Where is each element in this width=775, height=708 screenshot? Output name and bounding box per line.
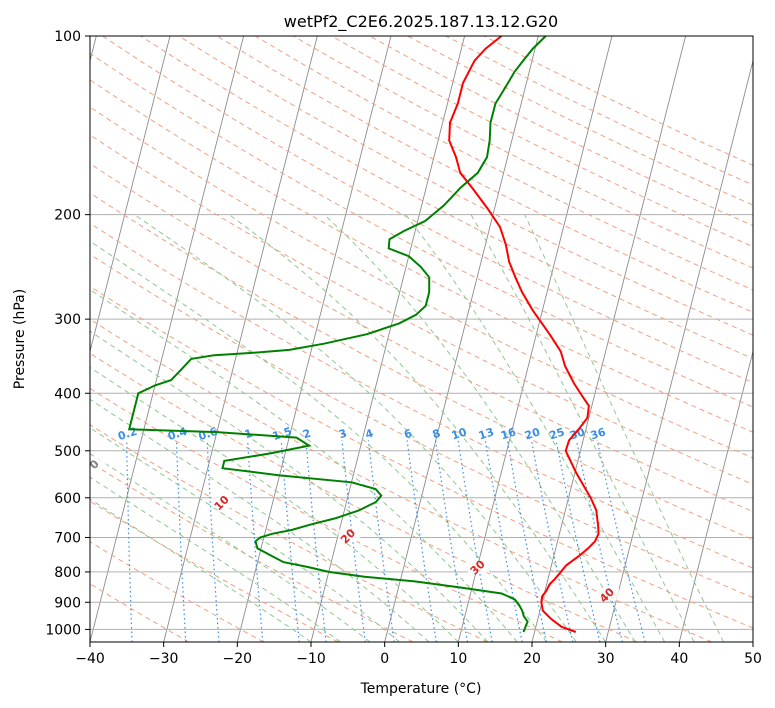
mixing-ratio-label: 30 — [568, 425, 587, 442]
moist-adiabat — [524, 214, 724, 642]
x-tick-label: 20 — [523, 651, 541, 667]
mixing-ratio-label: 10 — [450, 425, 469, 442]
mixing-ratio-line — [506, 440, 547, 642]
dry-adiabat — [216, 36, 753, 313]
y-tick-label: 800 — [54, 565, 81, 581]
mixing-ratio-label: 25 — [548, 425, 567, 442]
dry-adiabat — [90, 106, 753, 459]
dry-adiabat — [90, 461, 414, 642]
mixing-ratio-label: 0.6 — [197, 425, 220, 443]
background-lines: 0.10.20.40.611.52346810131620253036-100-… — [70, 36, 753, 642]
dry-adiabat-label-bg — [597, 588, 620, 601]
dry-adiabat — [90, 222, 753, 569]
axis-ticks: −40 −30 −20 −10 0 10 20 30 40 5010020030040050060… — [45, 29, 762, 667]
x-tick-label: −10 — [296, 651, 326, 667]
x-tick-label: 30 — [597, 651, 615, 667]
dry-adiabat — [90, 387, 563, 642]
mixing-ratio-label: 8 — [431, 427, 442, 442]
moist-adiabat — [90, 398, 430, 642]
dry-adiabat — [90, 424, 488, 642]
y-tick-label: 1000 — [45, 622, 81, 638]
moist-adiabat — [90, 366, 459, 642]
dry-adiabat-label-bg — [467, 560, 490, 573]
plot-frame — [89, 35, 754, 643]
profile-line — [127, 36, 547, 633]
mixing-ratio-label: 1.5 — [271, 425, 294, 443]
x-axis-label: Temperature (°C) — [360, 681, 482, 697]
y-tick-label: 400 — [54, 386, 81, 402]
x-tick-label: −30 — [149, 651, 179, 667]
isotherm-line — [605, 59, 753, 642]
moist-adiabat — [90, 453, 371, 642]
mixing-ratio-label: 4 — [364, 426, 376, 441]
y-tick-label: 300 — [54, 312, 81, 328]
mixing-ratio-line — [206, 440, 220, 642]
x-tick-label: 0 — [380, 651, 389, 667]
mixing-ratio-line — [367, 440, 395, 642]
dry-adiabat — [90, 134, 753, 485]
mixing-ratio-line — [175, 440, 187, 642]
dry-adiabat-label-bg — [211, 496, 234, 509]
x-tick-label: 50 — [744, 651, 762, 667]
moist-adiabat — [90, 427, 400, 642]
x-tick-label: −20 — [223, 651, 253, 667]
profile-traces — [127, 36, 600, 633]
mixing-ratio-line — [484, 440, 523, 642]
mixing-ratio-line — [457, 440, 493, 642]
profile-line — [448, 36, 600, 633]
mixing-ratio-label: 2 — [301, 427, 312, 442]
moist-adiabat — [470, 214, 695, 642]
dry-adiabat — [90, 352, 638, 642]
mixing-ratio-line — [530, 440, 574, 642]
isotherm-line — [531, 36, 687, 642]
mixing-ratio-label: 16 — [499, 425, 518, 442]
mixing-ratio-line — [341, 440, 366, 642]
isotherm-line — [678, 349, 753, 642]
chart-title: wetPf2_C2E6.2025.187.13.12.G20 — [284, 12, 558, 32]
mixing-ratio-line — [126, 440, 133, 642]
moist-adiabat — [90, 288, 518, 642]
moist-adiabat — [90, 476, 341, 642]
mixing-ratio-label: 36 — [589, 425, 608, 442]
isotherm-line — [457, 36, 613, 642]
isotherm-line — [90, 36, 171, 354]
y-tick-label: 600 — [54, 491, 81, 507]
isotherm-line — [236, 36, 392, 642]
mixing-ratio-label: 6 — [402, 426, 414, 441]
mixing-ratio-line — [280, 440, 300, 642]
moist-adiabat — [228, 214, 607, 642]
dry-adiabat — [140, 36, 753, 360]
mixing-ratio-label: 13 — [477, 425, 496, 442]
moist-adiabat — [134, 214, 577, 642]
x-tick-label: −40 — [75, 651, 105, 667]
dry-adiabat — [90, 52, 753, 408]
mixing-ratio-line — [247, 440, 264, 642]
dry-adiabat — [90, 583, 190, 642]
y-tick-label: 200 — [54, 208, 81, 224]
dry-adiabat-label-bg — [338, 529, 361, 542]
y-tick-label: 700 — [54, 531, 81, 547]
y-axis-label: Pressure (hPa) — [12, 289, 28, 389]
moist-adiabat — [323, 214, 636, 642]
mixing-ratio-line — [305, 440, 327, 642]
y-tick-label: 100 — [54, 29, 81, 45]
x-tick-label: 40 — [670, 651, 688, 667]
mixing-ratio-label: 3 — [337, 427, 348, 442]
y-tick-label: 500 — [54, 444, 81, 460]
dry-adiabat — [90, 192, 753, 540]
dry-adiabat-label-bg — [90, 457, 107, 470]
mixing-ratio-label: 0.1 — [70, 425, 93, 443]
isotherm-line — [90, 36, 245, 642]
y-tick-label: 900 — [54, 595, 81, 611]
dry-adiabat — [90, 162, 753, 513]
moist-adiabat — [90, 498, 312, 642]
mixing-ratio-label: 0.4 — [166, 425, 189, 443]
dry-adiabat — [90, 285, 753, 629]
mixing-ratio-label: 20 — [523, 425, 542, 442]
x-tick-label: 10 — [449, 651, 467, 667]
isotherm-line — [384, 36, 539, 642]
